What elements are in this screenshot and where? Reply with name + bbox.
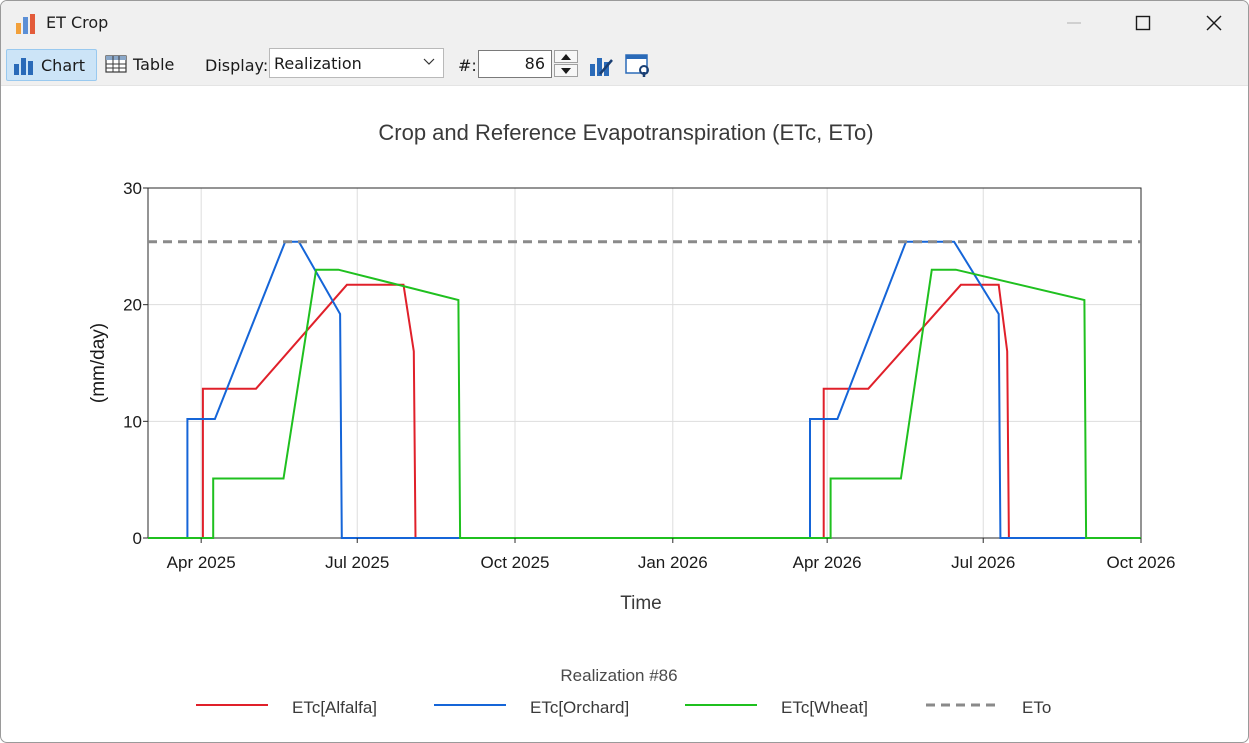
x-tick-label: Oct 2025: [481, 553, 550, 572]
chevron-down-icon: [423, 58, 435, 65]
table-view-label: Table: [133, 54, 175, 74]
arrow-down-icon: [561, 67, 571, 74]
series-layer: [148, 240, 1141, 539]
et-chart: Crop and Reference Evapotranspiration (E…: [88, 120, 1176, 717]
legend: ETc[Alfalfa] ETc[Orchard] ETc[Wheat] ETo: [196, 698, 1051, 717]
chart-edit-icon[interactable]: [588, 52, 614, 78]
x-tick-label: Jul 2026: [951, 553, 1015, 572]
spin-down-button[interactable]: [554, 64, 578, 77]
y-tick-label: 20: [123, 296, 142, 315]
chart-view-button[interactable]: Chart: [6, 49, 97, 81]
x-tick-label: Apr 2026: [793, 553, 862, 572]
realization-number-input[interactable]: 86: [478, 50, 552, 78]
series-line-etc-wheat: [148, 268, 1141, 539]
legend-label-etc-orchard: ETc[Orchard]: [530, 698, 629, 717]
chart-view-label: Chart: [41, 55, 85, 75]
display-select-value: Realization: [274, 54, 362, 73]
close-icon: [1206, 15, 1222, 31]
y-axis-label: (mm/day): [88, 323, 109, 403]
maximize-button[interactable]: [1108, 1, 1178, 45]
axis-layer: Apr 2025 Jul 2025 Oct 2025 Jan 2026 Apr 2026…: [123, 179, 1175, 572]
legend-label-etc-alfalfa: ETc[Alfalfa]: [292, 698, 377, 717]
spin-up-button[interactable]: [554, 50, 578, 63]
realization-number-label: #:: [458, 56, 477, 75]
toolbar: Chart Table Display: Realization #: 86: [1, 45, 1248, 86]
x-tick-label: Apr 2025: [167, 553, 236, 572]
display-select[interactable]: Realization: [269, 48, 444, 78]
chart-title: Crop and Reference Evapotranspiration (E…: [378, 120, 873, 145]
y-tick-label: 30: [123, 179, 142, 198]
legend-label-eto: ETo: [1022, 698, 1051, 717]
table-view-button[interactable]: Table: [105, 49, 185, 79]
y-tick-label: 10: [123, 412, 142, 431]
legend-label-etc-wheat: ETc[Wheat]: [781, 698, 868, 717]
legend-title: Realization #86: [560, 666, 677, 685]
display-label: Display:: [205, 56, 269, 75]
window-title: ET Crop: [46, 13, 109, 32]
maximize-icon: [1135, 15, 1151, 31]
series-line-etc-alfalfa: [148, 283, 1141, 539]
minimize-button[interactable]: [1039, 1, 1109, 45]
realization-spinner: [554, 50, 578, 78]
bar-chart-icon: [14, 58, 33, 75]
chart-app-icon: [16, 14, 35, 34]
arrow-up-icon: [561, 53, 571, 60]
x-axis-label: Time: [620, 593, 662, 614]
close-button[interactable]: [1179, 1, 1248, 45]
window-settings-icon[interactable]: [625, 52, 651, 78]
x-tick-label: Jan 2026: [638, 553, 708, 572]
minimize-icon: [1067, 22, 1081, 24]
y-tick-label: 0: [133, 529, 142, 548]
title-bar: ET Crop: [1, 1, 1248, 45]
x-tick-label: Jul 2025: [325, 553, 389, 572]
table-icon: [105, 55, 127, 73]
x-tick-label: Oct 2026: [1107, 553, 1176, 572]
